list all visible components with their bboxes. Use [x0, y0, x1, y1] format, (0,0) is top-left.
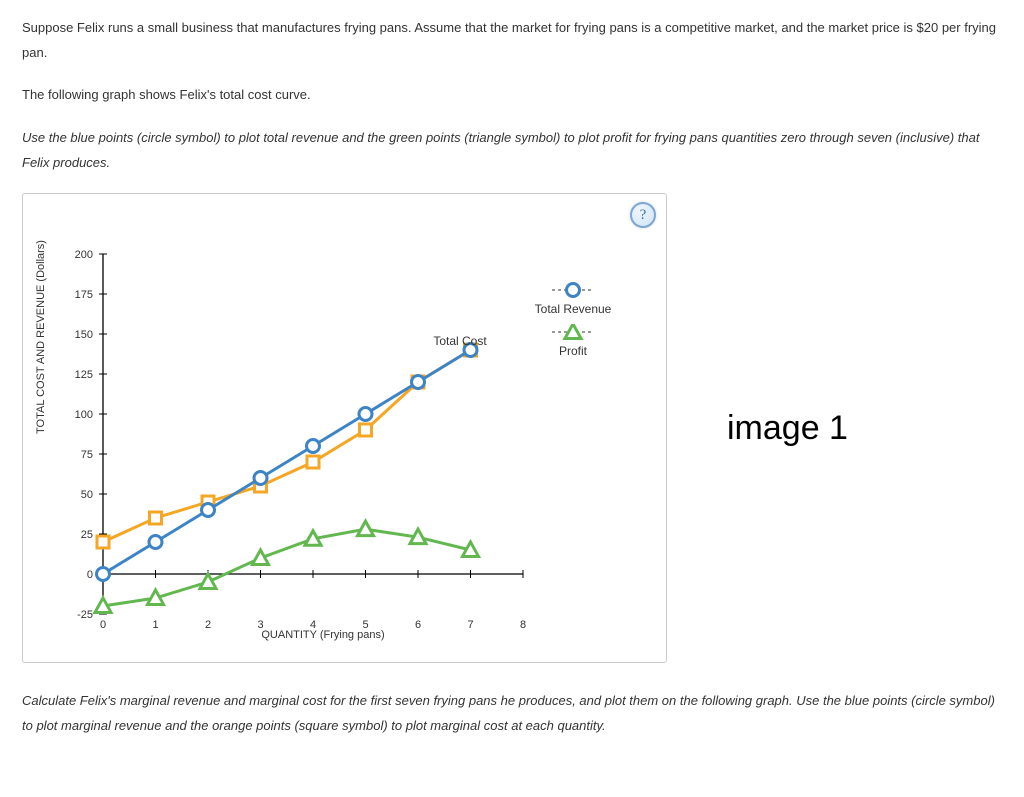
chart-plot[interactable]: 012345678-250255075100125150175200Total … — [103, 254, 523, 614]
svg-text:75: 75 — [81, 449, 93, 461]
legend-label: Total Revenue — [508, 302, 638, 316]
svg-text:100: 100 — [75, 409, 93, 421]
svg-text:1: 1 — [152, 619, 158, 631]
intro-paragraph-3: Use the blue points (circle symbol) to p… — [22, 126, 1002, 175]
y-axis-label: TOTAL COST AND REVENUE (Dollars) — [35, 240, 47, 434]
svg-text:-25: -25 — [77, 609, 93, 621]
svg-text:5: 5 — [362, 619, 368, 631]
chart-panel: ? TOTAL COST AND REVENUE (Dollars) QUANT… — [22, 193, 667, 663]
svg-text:3: 3 — [257, 619, 263, 631]
svg-text:6: 6 — [415, 619, 421, 631]
legend-label: Profit — [508, 344, 638, 358]
svg-text:8: 8 — [520, 619, 526, 631]
intro-paragraph-2: The following graph shows Felix's total … — [22, 83, 1002, 108]
help-icon[interactable]: ? — [630, 202, 656, 228]
svg-text:125: 125 — [75, 369, 93, 381]
svg-text:4: 4 — [310, 619, 316, 631]
svg-text:200: 200 — [75, 249, 93, 261]
svg-text:150: 150 — [75, 329, 93, 341]
svg-text:50: 50 — [81, 489, 93, 501]
svg-text:175: 175 — [75, 289, 93, 301]
legend-item-profit[interactable]: Profit — [508, 324, 638, 358]
svg-text:Total Cost: Total Cost — [433, 335, 487, 349]
svg-text:0: 0 — [87, 569, 93, 581]
intro-paragraph-1: Suppose Felix runs a small business that… — [22, 16, 1002, 65]
svg-text:7: 7 — [467, 619, 473, 631]
legend-item-total-revenue[interactable]: Total Revenue — [508, 282, 638, 316]
svg-text:2: 2 — [205, 619, 211, 631]
image-caption: image 1 — [727, 409, 848, 448]
svg-text:0: 0 — [100, 619, 106, 631]
chart-legend: Total Revenue Profit — [508, 282, 638, 366]
outro-paragraph-1: Calculate Felix's marginal revenue and m… — [22, 689, 1002, 738]
svg-text:25: 25 — [81, 529, 93, 541]
